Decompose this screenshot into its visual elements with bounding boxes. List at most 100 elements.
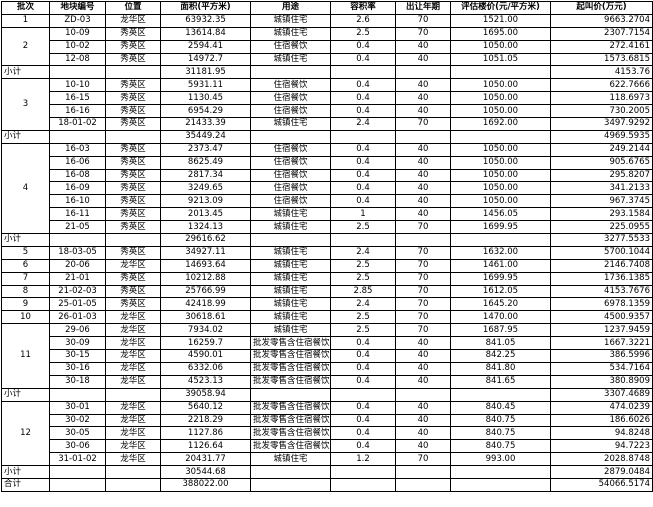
cell: 225.0955: [550, 220, 653, 235]
cell: 30-18: [49, 374, 106, 389]
data-row: 30-06 龙华区 1126.64 批发零售含住宿餐饮 0.4 40 840.75 94.72…: [2, 439, 653, 454]
cell: 1050.00: [450, 155, 551, 170]
cell: 29-06: [49, 323, 106, 338]
cell: 2.5: [330, 323, 396, 338]
cell: [105, 129, 161, 144]
cell: 2146.7408: [550, 258, 653, 273]
cell: 10-02: [49, 39, 106, 54]
data-row: 16-11 秀英区 2013.45 城镇住宅 1 40 1456.05 293.1584: [2, 207, 653, 222]
cell: 25766.99: [160, 284, 251, 299]
cell: [49, 129, 106, 144]
cell: [105, 233, 161, 247]
cell: [49, 65, 106, 80]
cell: 1050.00: [450, 194, 551, 209]
summary-label: 小计: [1, 387, 50, 402]
cell: 40: [395, 336, 451, 351]
summary-area: 29616.62: [160, 233, 251, 247]
cell: 城镇住宅: [250, 271, 331, 286]
cell: 30-02: [49, 413, 106, 428]
data-row: 10-02 秀英区 2594.41 住宿餐饮 0.4 40 1050.00 272.4161: [2, 39, 653, 54]
cell: 5931.11: [160, 78, 251, 93]
cell: 70: [395, 297, 451, 312]
cell: 16-03: [49, 142, 106, 157]
summary-label: 合计: [1, 477, 50, 492]
cell: 龙华区: [105, 400, 161, 415]
cell: 1050.00: [450, 78, 551, 93]
cell: 2.5: [330, 271, 396, 286]
cell: 0.4: [330, 168, 396, 183]
data-row: 30-15 龙华区 4590.01 批发零售含住宿餐饮 0.4 40 842.25 386.5…: [2, 349, 653, 363]
cell: 1051.05: [450, 52, 551, 67]
cell: 秀英区: [105, 91, 161, 106]
cell: 0.4: [330, 39, 396, 54]
cell: 1699.95: [450, 220, 551, 235]
cell: 住宿餐饮: [250, 142, 331, 157]
cell: 16259.7: [160, 336, 251, 351]
cell: [450, 465, 551, 479]
cell: 1687.95: [450, 323, 551, 338]
cell: 1050.00: [450, 142, 551, 157]
cell: 秀英区: [105, 181, 161, 196]
cell: 住宿餐饮: [250, 104, 331, 119]
summary-label: 小计: [1, 465, 50, 479]
data-row: 2 10-09 秀英区 13614.84 城镇住宅 2.5 70 1695.00 2307.71…: [1, 26, 653, 67]
cell: 批发零售含住宿餐饮: [250, 361, 331, 376]
data-row: 7 21-01 秀英区 10212.88 城镇住宅 2.5 70 1699.95 1736.13…: [1, 271, 653, 286]
cell: ZD-03: [49, 13, 106, 28]
summary-row: 小计 29616.62 3277.5533: [1, 233, 653, 247]
cell: 5640.12: [160, 400, 251, 415]
cell: 秀英区: [105, 117, 161, 131]
cell: 21-02-03: [49, 284, 106, 299]
data-row: 16-16 秀英区 6954.29 住宿餐饮 0.4 40 1050.00 730.2005: [2, 104, 653, 119]
summary-price: 3307.4689: [550, 387, 653, 402]
cell: 1736.1385: [550, 271, 653, 286]
cell: 批发零售含住宿餐饮: [250, 426, 331, 441]
cell: 21433.39: [160, 117, 251, 131]
cell: 2028.8748: [550, 452, 653, 467]
cell: 0.4: [330, 426, 396, 441]
cell: 龙华区: [105, 452, 161, 467]
cell: 70: [395, 117, 451, 131]
data-row: 4 16-03 秀英区 2373.47 住宿餐饮 0.4 40 1050.00 249.2144: [1, 142, 653, 235]
data-row: 16-08 秀英区 2817.34 住宿餐饮 0.4 40 1050.00 295.8207: [2, 168, 653, 183]
cell: 18-03-05: [49, 245, 106, 260]
batch: 4: [1, 142, 50, 235]
cell: 住宿餐饮: [250, 91, 331, 106]
cell: 秀英区: [105, 142, 161, 157]
cell: 70: [395, 26, 451, 41]
data-row: 30-18 龙华区 4523.13 批发零售含住宿餐饮 0.4 40 841.65 380.8…: [2, 374, 653, 389]
batch: 10: [1, 310, 50, 325]
cell: [395, 129, 451, 144]
cell: 1645.20: [450, 297, 551, 312]
cell: 龙华区: [105, 310, 161, 325]
cell: 5700.1044: [550, 245, 653, 260]
cell: 0.4: [330, 374, 396, 389]
cell: 4153.7676: [550, 284, 653, 299]
summary-price: 4153.76: [550, 65, 653, 80]
cell: 70: [395, 310, 451, 325]
cell: 1050.00: [450, 168, 551, 183]
cell: 1695.00: [450, 26, 551, 41]
cell: 2817.34: [160, 168, 251, 183]
column-header: 位置: [105, 1, 161, 15]
cell: 70: [395, 13, 451, 28]
land-table: 批次 地块编号 位置 面积(平方米) 用途 容积率 出让年期 评估楼价(元/平方米) 起叫价(万…: [1, 1, 653, 492]
data-row: 21-05 秀英区 1324.13 城镇住宅 2.5 70 1699.95 225.0955: [2, 220, 653, 235]
cell: 2.4: [330, 297, 396, 312]
cell: 70: [395, 271, 451, 286]
cell: 34927.11: [160, 245, 251, 260]
batch: 6: [1, 258, 50, 273]
cell: 249.2144: [550, 142, 653, 157]
cell: 40: [395, 91, 451, 106]
cell: 8625.49: [160, 155, 251, 170]
cell: 批发零售含住宿餐饮: [250, 349, 331, 363]
summary-label: 小计: [1, 129, 50, 144]
cell: 40: [395, 104, 451, 119]
cell: 840.75: [450, 426, 551, 441]
data-row: 5 18-03-05 秀英区 34927.11 城镇住宅 2.4 70 1632.00 5700…: [1, 245, 653, 260]
cell: [450, 387, 551, 402]
cell: 0.4: [330, 52, 396, 67]
cell: 841.65: [450, 374, 551, 389]
cell: 16-15: [49, 91, 106, 106]
cell: [105, 387, 161, 402]
